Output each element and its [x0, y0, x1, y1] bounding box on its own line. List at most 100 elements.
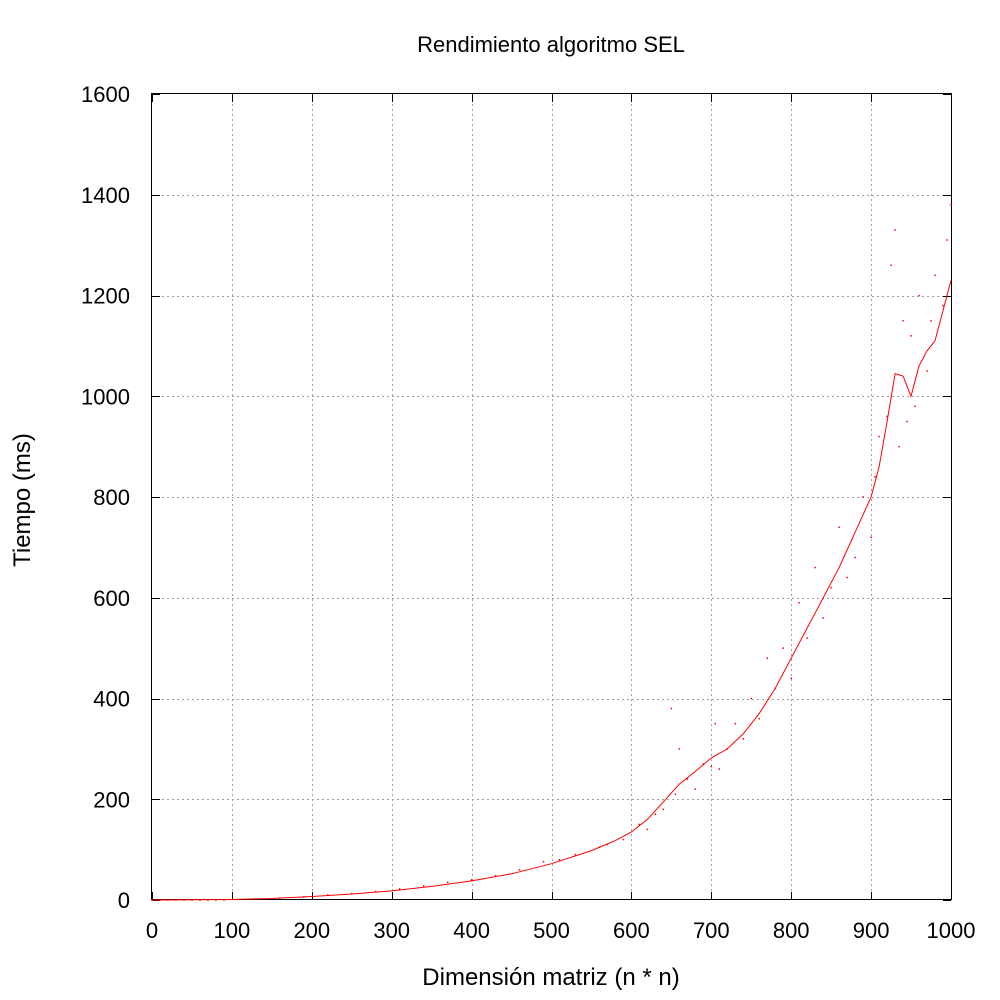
data-point: [878, 435, 880, 438]
data-point: [606, 843, 609, 846]
data-point: [918, 294, 920, 297]
data-point: [930, 319, 932, 322]
data-point: [398, 888, 401, 890]
data-point: [638, 823, 641, 826]
data-point: [914, 405, 916, 408]
data-point: [694, 788, 697, 790]
data-point: [151, 899, 153, 901]
x-tick-label: 600: [613, 918, 650, 943]
data-point: [670, 707, 673, 710]
y-tick-label: 1600: [81, 82, 130, 107]
grid-lines: [152, 94, 951, 900]
data-point: [874, 476, 876, 478]
data-point: [518, 869, 521, 871]
data-point: [906, 420, 908, 423]
data-point: [159, 899, 161, 901]
data-point: [734, 722, 736, 725]
data-point: [910, 335, 912, 337]
data-point: [726, 748, 728, 750]
data-point: [558, 859, 561, 861]
x-tick-labels: 0 100 200 300 400 500 600 700 800 900 1000: [146, 918, 976, 943]
data-point: [574, 853, 577, 856]
data-point: [870, 536, 872, 538]
data-point: [822, 617, 824, 619]
data-point: [902, 319, 904, 322]
data-point: [279, 897, 281, 899]
data-point: [303, 896, 305, 898]
data-point: [207, 899, 209, 901]
y-tick-label: 400: [93, 687, 130, 712]
y-tick-labels: 0 200 400 600 800 1000 1200 1400 1600: [81, 82, 130, 913]
data-point: [758, 717, 760, 720]
plot-frame: [151, 93, 952, 900]
data-point: [742, 738, 744, 740]
data-point: [766, 657, 768, 659]
data-point: [790, 677, 792, 680]
data-point: [774, 687, 776, 690]
data-point: [686, 778, 689, 780]
data-point: [702, 763, 705, 765]
y-tick-label: 1000: [81, 384, 130, 409]
data-point: [678, 748, 681, 750]
x-axis-label: Dimensión matriz (n * n): [422, 964, 679, 991]
chart-title: Rendimiento algoritmo SEL: [417, 32, 685, 57]
data-point: [167, 899, 169, 901]
data-point: [710, 765, 712, 768]
x-tick-label: 300: [373, 918, 410, 943]
data-point: [898, 445, 900, 448]
data-point: [846, 576, 848, 579]
series-points: [151, 204, 952, 901]
data-point: [718, 768, 720, 770]
x-tick-label: 800: [773, 918, 810, 943]
data-point: [175, 899, 177, 901]
data-point: [934, 274, 936, 277]
x-tick-label: 0: [146, 918, 158, 943]
data-point: [674, 793, 677, 795]
data-point: [662, 808, 665, 811]
x-tick-label: 500: [533, 918, 570, 943]
data-point: [886, 415, 888, 418]
data-point: [862, 496, 864, 498]
data-point: [646, 828, 649, 831]
data-point: [894, 229, 896, 231]
data-point: [714, 722, 716, 725]
data-point: [750, 697, 752, 700]
data-point: [950, 204, 952, 206]
data-point: [351, 892, 353, 895]
data-point: [942, 304, 944, 307]
data-point: [654, 813, 657, 816]
data-point: [327, 894, 329, 896]
data-point: [946, 239, 948, 241]
data-point: [890, 264, 892, 266]
data-point: [838, 526, 840, 528]
x-tick-label: 100: [214, 918, 251, 943]
data-point: [806, 637, 808, 639]
y-axis-label: Tiempo (ms): [9, 433, 36, 567]
y-tick-label: 1400: [81, 183, 130, 208]
data-point: [470, 879, 473, 881]
x-tick-label: 1000: [927, 918, 976, 943]
data-point: [854, 556, 856, 559]
data-point: [199, 899, 201, 901]
data-point: [239, 898, 241, 901]
x-tick-label: 400: [453, 918, 490, 943]
data-point: [255, 898, 257, 900]
axis-ticks: [152, 94, 952, 901]
data-point: [183, 899, 185, 901]
x-tick-label: 900: [853, 918, 890, 943]
data-point: [422, 885, 425, 887]
x-tick-label: 700: [693, 918, 730, 943]
y-tick-label: 0: [118, 888, 130, 913]
data-point: [494, 875, 497, 877]
x-tick-label: 200: [293, 918, 330, 943]
data-point: [798, 602, 800, 604]
data-point: [622, 838, 625, 841]
data-point: [814, 566, 816, 569]
data-point: [598, 846, 601, 848]
data-point: [830, 586, 832, 589]
y-tick-label: 1200: [81, 284, 130, 309]
data-point: [926, 370, 928, 372]
series-line: [151, 280, 952, 901]
data-point: [375, 890, 377, 893]
